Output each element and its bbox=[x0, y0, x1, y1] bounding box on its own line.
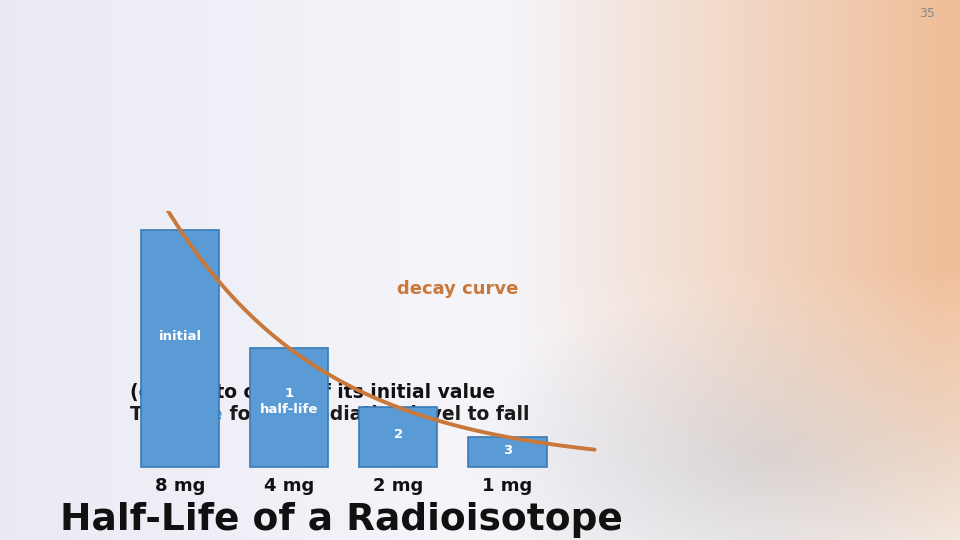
Text: (decay) to one-half its initial value: (decay) to one-half its initial value bbox=[130, 383, 495, 402]
Text: Half-Life of a Radioisotope: Half-Life of a Radioisotope bbox=[60, 502, 623, 538]
Text: 1
half-life: 1 half-life bbox=[260, 387, 319, 416]
Text: 35: 35 bbox=[919, 7, 935, 20]
Text: 8 mg: 8 mg bbox=[155, 477, 205, 495]
Text: initial: initial bbox=[158, 330, 202, 343]
Bar bbox=[359, 407, 438, 467]
Bar bbox=[250, 348, 328, 467]
Text: 3: 3 bbox=[503, 444, 512, 457]
Text: 2: 2 bbox=[394, 428, 403, 441]
Text: for the radiation level to fall: for the radiation level to fall bbox=[223, 405, 530, 424]
Text: decay curve: decay curve bbox=[397, 280, 518, 298]
Bar bbox=[468, 437, 546, 467]
Text: The: The bbox=[130, 405, 176, 424]
Text: 1 mg: 1 mg bbox=[482, 477, 533, 495]
Text: 2 mg: 2 mg bbox=[373, 477, 423, 495]
Text: 4 mg: 4 mg bbox=[264, 477, 314, 495]
Text: time: time bbox=[176, 405, 223, 424]
Bar bbox=[141, 230, 219, 467]
